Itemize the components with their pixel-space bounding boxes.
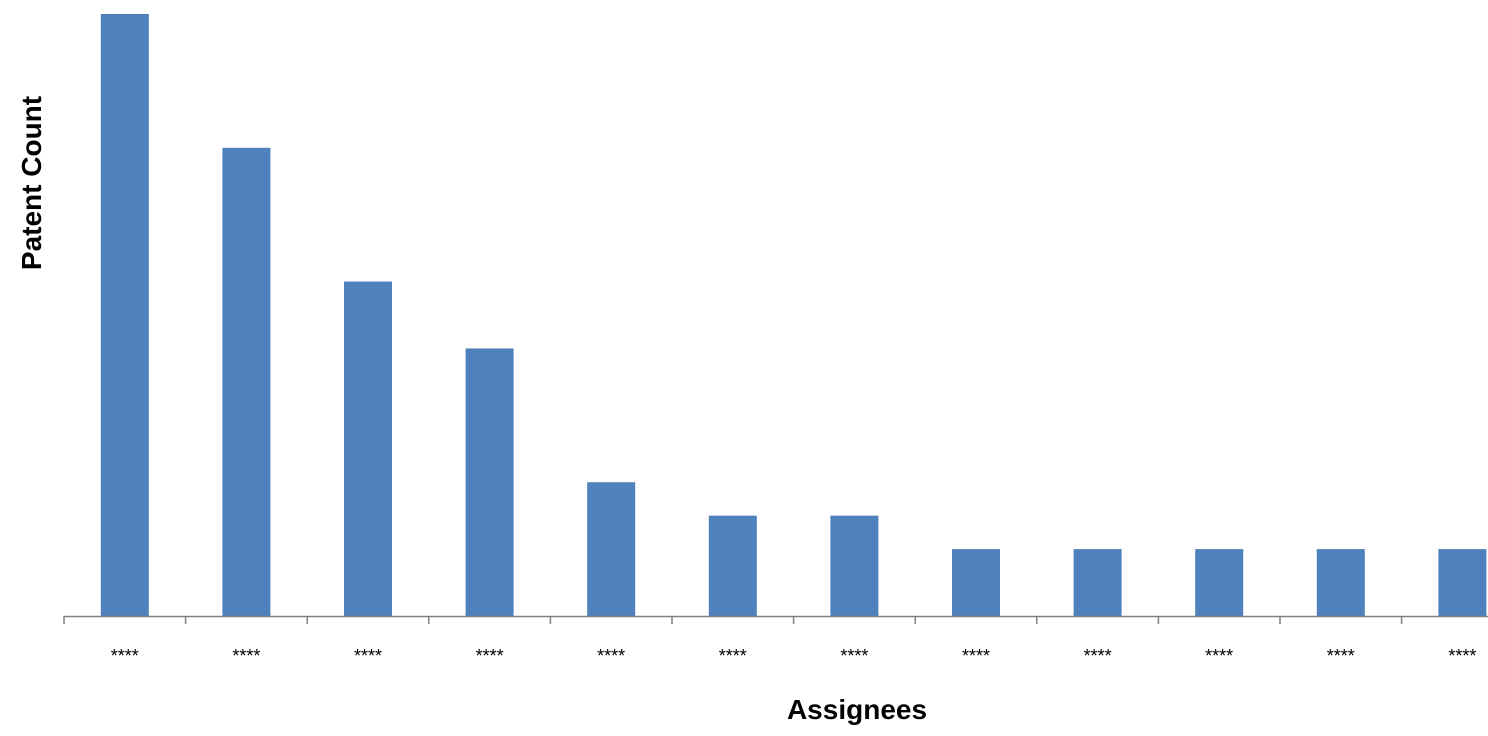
bar [952,549,1000,616]
x-tick-labels: **** **** **** **** **** **** **** **** **** ****… [111,646,1477,666]
x-tick-label: **** [1084,646,1112,666]
x-tick-label: **** [111,646,139,666]
x-tick-label: **** [1448,646,1476,666]
bar [100,14,149,616]
y-axis-label: Patent Count [16,95,47,271]
x-tick-label: **** [1205,646,1233,666]
x-tick-label: **** [476,646,504,666]
x-tick-label: **** [597,646,625,666]
bar [1438,549,1487,616]
x-tick-label: **** [840,646,868,666]
bar [1073,549,1122,616]
x-axis-label: Assignees [786,694,928,725]
bar [830,515,879,616]
x-tick-label: **** [962,646,990,666]
bars-group [100,14,1487,616]
bar [1316,549,1365,616]
x-tick-label: **** [1327,646,1355,666]
bar [344,281,392,616]
bar [1195,549,1244,616]
bar [708,515,757,616]
x-tick-label: **** [354,646,382,666]
x-tick-label: **** [232,646,260,666]
bar [222,147,271,616]
bar [465,348,514,616]
x-tick-label: **** [719,646,747,666]
x-axis [63,615,1488,624]
bar [587,482,636,616]
